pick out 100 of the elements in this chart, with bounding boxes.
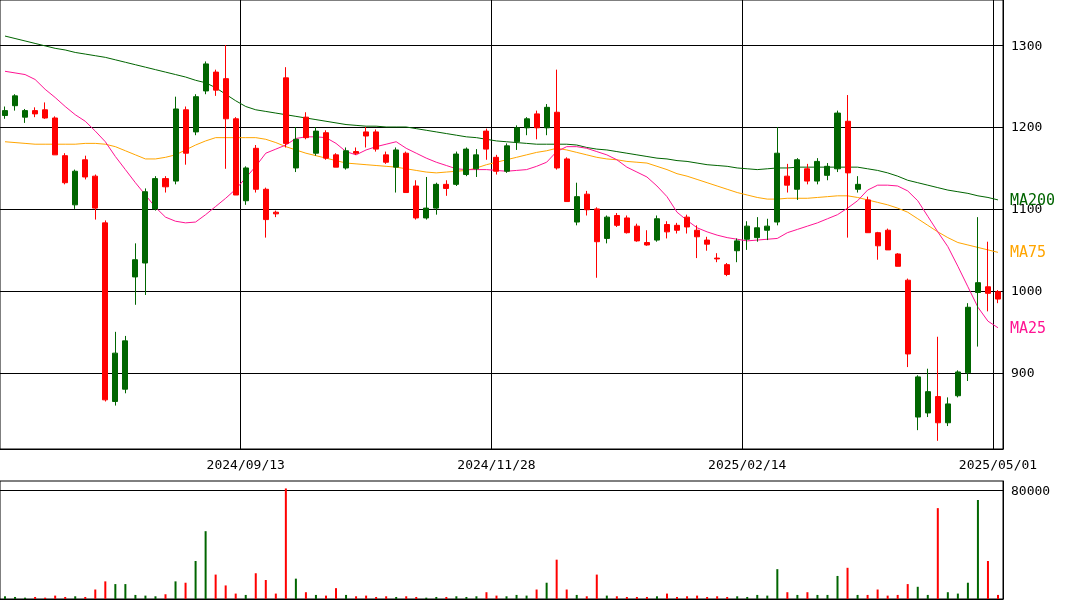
bar xyxy=(455,596,458,599)
bar xyxy=(314,594,317,599)
bar xyxy=(726,596,729,599)
bar xyxy=(716,596,719,599)
candlestick xyxy=(875,231,881,261)
bar xyxy=(575,594,578,599)
y-tick-label: 1300 xyxy=(1011,37,1043,53)
candlestick xyxy=(865,196,871,234)
bar xyxy=(976,499,979,599)
bar xyxy=(595,574,598,599)
candlestick xyxy=(684,214,690,235)
bar xyxy=(615,596,618,599)
bar xyxy=(304,592,307,599)
bar xyxy=(796,594,799,599)
bar xyxy=(204,531,207,599)
candlestick xyxy=(52,115,58,156)
series-label: MA75 xyxy=(1009,243,1047,262)
bar xyxy=(535,589,538,599)
candlestick xyxy=(905,278,911,368)
bar xyxy=(806,592,809,599)
bar xyxy=(194,561,197,599)
y-tick-label: 1000 xyxy=(1011,283,1043,299)
bar xyxy=(625,596,628,599)
series-label: MA25 xyxy=(1009,318,1047,337)
bar xyxy=(154,596,157,599)
bar xyxy=(184,582,187,599)
candlestick xyxy=(203,60,209,95)
candlestick xyxy=(814,157,820,185)
candlestick xyxy=(704,236,710,252)
candlestick xyxy=(112,331,118,407)
bar xyxy=(936,508,939,599)
bar xyxy=(926,594,929,599)
bar xyxy=(666,593,668,599)
candlestick xyxy=(183,106,189,166)
bar xyxy=(635,596,638,599)
y-tick-label: 1200 xyxy=(1011,119,1043,135)
candlestick xyxy=(233,116,239,196)
candlestick xyxy=(895,252,901,267)
candlestick xyxy=(885,228,891,251)
bar xyxy=(415,596,418,599)
candlestick xyxy=(363,126,369,148)
candlestick xyxy=(333,152,339,168)
candlestick xyxy=(754,216,760,243)
bar xyxy=(505,596,508,599)
bar xyxy=(395,596,398,599)
bar xyxy=(345,594,348,599)
candlestick xyxy=(92,174,98,221)
candlestick xyxy=(453,151,459,187)
bar xyxy=(846,567,849,599)
candlestick xyxy=(393,146,399,194)
candlestick xyxy=(223,44,229,170)
bar xyxy=(174,581,177,599)
bar xyxy=(465,596,468,599)
bar xyxy=(94,589,97,599)
bar xyxy=(746,596,749,599)
line-series xyxy=(4,137,999,253)
candlestick xyxy=(804,163,810,185)
candlestick xyxy=(664,220,670,239)
bar xyxy=(124,584,127,599)
candlestick xyxy=(845,94,851,239)
bar xyxy=(655,596,658,599)
candlestick xyxy=(764,218,770,241)
bar xyxy=(645,596,648,599)
candlestick xyxy=(122,335,128,394)
bar xyxy=(375,596,378,599)
candlestick xyxy=(915,374,921,431)
candlestick xyxy=(965,302,971,382)
candlestick xyxy=(564,156,570,203)
candlestick xyxy=(213,69,219,97)
bar xyxy=(435,596,438,599)
candlestick xyxy=(62,152,68,185)
candlestick xyxy=(343,146,349,171)
candlestick xyxy=(834,110,841,173)
candlestick xyxy=(253,144,259,194)
candlestick xyxy=(383,151,389,165)
bar xyxy=(104,581,107,599)
candlestick xyxy=(594,206,600,279)
x-tick-label: 2024/11/28 xyxy=(457,457,536,472)
candlestick xyxy=(604,214,610,244)
candlestick xyxy=(193,93,199,136)
candlestick xyxy=(42,101,48,120)
bar xyxy=(736,596,739,599)
bar xyxy=(836,575,839,599)
candlestick xyxy=(634,223,640,243)
x-tick-label: 2025/05/01 xyxy=(958,457,1038,472)
bar xyxy=(896,594,899,599)
candlestick xyxy=(423,176,429,221)
candlestick xyxy=(614,212,620,228)
bar xyxy=(876,589,879,599)
candlestick xyxy=(22,108,28,124)
bar xyxy=(114,584,117,599)
candlestick xyxy=(955,369,961,398)
candlestick xyxy=(403,151,409,194)
bar xyxy=(565,589,568,599)
candlestick xyxy=(714,252,720,263)
candlestick xyxy=(353,146,359,156)
bar xyxy=(555,559,558,599)
candlestick xyxy=(142,187,148,296)
y-tick-label: 80000 xyxy=(1011,482,1051,498)
candlestick xyxy=(152,175,158,212)
